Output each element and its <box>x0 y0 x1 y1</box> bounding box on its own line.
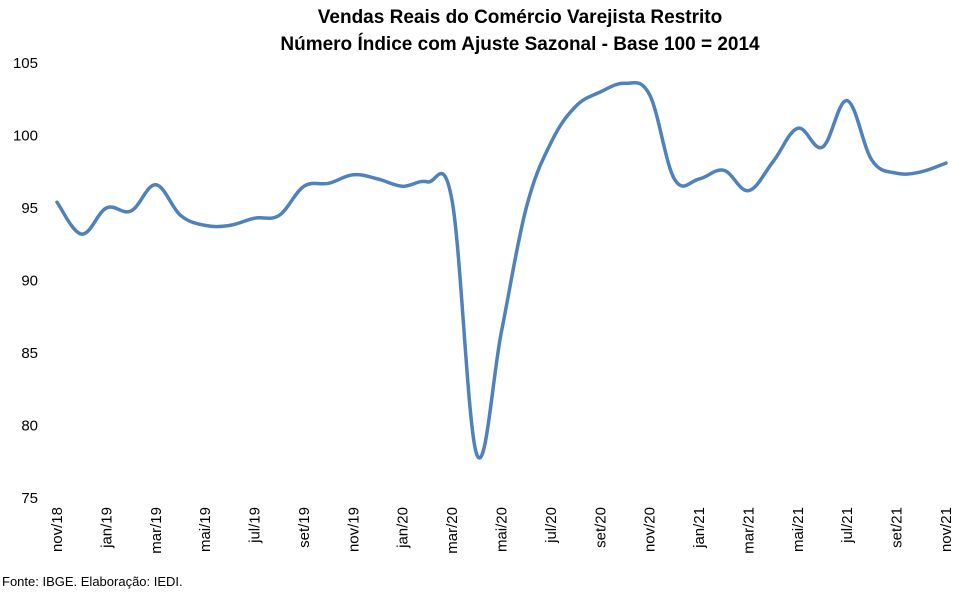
y-tick-label: 105 <box>13 55 38 72</box>
x-tick-label: mar/19 <box>148 507 165 554</box>
data-point <box>129 209 133 213</box>
x-tick-label: set/19 <box>296 507 313 548</box>
data-point <box>648 93 652 97</box>
data-point <box>919 170 923 174</box>
x-tick-label: mai/20 <box>494 507 511 552</box>
y-tick-label: 90 <box>21 273 38 290</box>
y-tick-label: 80 <box>21 418 38 435</box>
data-point <box>598 90 602 94</box>
y-axis: 75 80 85 90 95 100 105 <box>13 55 38 507</box>
data-point <box>870 158 874 162</box>
x-tick-label: mai/19 <box>197 507 214 552</box>
y-tick-label: 100 <box>13 128 38 145</box>
data-point <box>524 206 528 210</box>
chart-subtitle: Número Índice com Ajuste Sazonal - Base … <box>280 34 760 55</box>
data-point <box>500 329 504 333</box>
data-point <box>746 189 750 193</box>
data-point <box>672 177 676 181</box>
x-tick-label: mar/20 <box>444 507 461 554</box>
x-axis: nov/18 jan/19 mar/19 mai/19 jul/19 set/19 nov/… <box>49 507 955 554</box>
data-point <box>450 199 454 203</box>
x-tick-label: mai/21 <box>790 507 807 552</box>
chart-title: Vendas Reais do Comércio Varejista Restr… <box>317 7 723 28</box>
data-point <box>376 177 380 181</box>
data-point <box>425 180 429 184</box>
data-point <box>796 126 800 130</box>
x-tick-label: nov/19 <box>345 507 362 552</box>
data-point <box>697 177 701 181</box>
x-tick-label: mar/21 <box>740 507 757 554</box>
series-line <box>55 80 948 460</box>
data-point <box>821 145 825 149</box>
data-point <box>178 213 182 217</box>
x-tick-label: nov/20 <box>642 507 659 552</box>
data-point <box>574 105 578 109</box>
x-tick-label: set/21 <box>889 507 906 548</box>
x-tick-label: jul/21 <box>839 507 856 544</box>
y-tick-label: 75 <box>21 490 38 507</box>
data-point <box>623 81 627 85</box>
data-point <box>351 173 355 177</box>
data-point <box>327 181 331 185</box>
x-tick-label: set/20 <box>592 507 609 548</box>
source-note: Fonte: IBGE. Elaboração: IEDI. <box>2 574 183 589</box>
data-point <box>722 168 726 172</box>
x-tick-label: jan/21 <box>691 507 708 549</box>
data-point <box>771 160 775 164</box>
data-point <box>895 171 899 175</box>
data-point <box>154 183 158 187</box>
data-point <box>55 200 59 204</box>
data-point <box>401 184 405 188</box>
y-tick-label: 95 <box>21 200 38 217</box>
x-tick-label: nov/21 <box>938 507 955 552</box>
data-point <box>845 99 849 103</box>
data-point <box>302 184 306 188</box>
x-tick-label: jan/20 <box>395 507 412 549</box>
data-point <box>944 161 948 165</box>
data-point <box>203 223 207 227</box>
y-tick-label: 85 <box>21 345 38 362</box>
data-point <box>104 206 108 210</box>
data-point <box>253 216 257 220</box>
x-tick-label: jul/20 <box>543 507 560 544</box>
data-point <box>228 223 232 227</box>
data-point <box>277 213 281 217</box>
x-tick-label: jul/19 <box>247 507 264 544</box>
data-points <box>55 81 948 456</box>
data-point <box>549 141 553 145</box>
data-point <box>80 232 84 236</box>
x-tick-label: nov/18 <box>49 507 66 552</box>
x-tick-label: jan/19 <box>98 507 115 549</box>
data-point <box>475 453 479 457</box>
